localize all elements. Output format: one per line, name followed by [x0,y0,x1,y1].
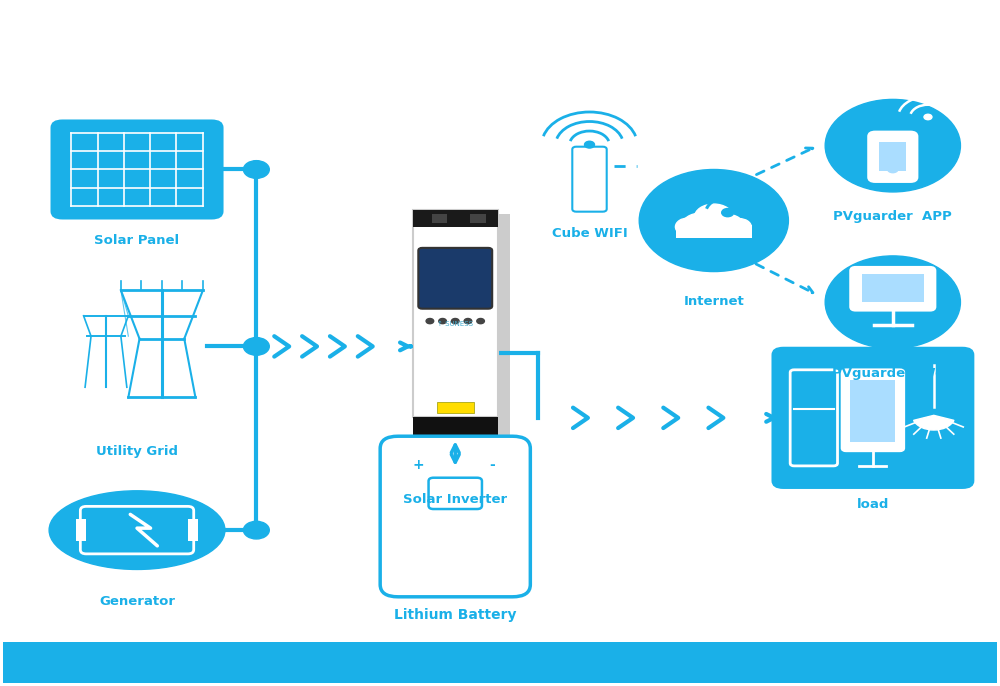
Circle shape [243,338,269,355]
FancyBboxPatch shape [51,119,224,220]
Bar [413,211,498,417]
Circle shape [451,318,459,324]
FancyBboxPatch shape [493,214,510,456]
Circle shape [243,521,269,539]
FancyBboxPatch shape [851,268,935,310]
Circle shape [727,219,751,235]
Text: Solar Panel: Solar Panel [94,234,180,247]
FancyBboxPatch shape [842,370,904,451]
FancyBboxPatch shape [429,477,482,509]
Circle shape [243,161,269,178]
Circle shape [825,256,960,348]
Circle shape [639,169,788,272]
FancyBboxPatch shape [868,132,917,182]
Circle shape [464,318,472,324]
Text: +: + [413,458,424,472]
Circle shape [825,99,960,192]
Bar [437,401,474,413]
Circle shape [712,215,743,236]
Bar [188,519,198,541]
FancyBboxPatch shape [418,248,492,309]
Circle shape [439,318,446,324]
Bar [470,215,486,224]
Ellipse shape [49,490,225,569]
Text: Solar Inverter: Solar Inverter [403,493,507,506]
Bar [879,142,906,171]
Bar [850,380,895,442]
Bar [76,519,86,541]
Circle shape [888,165,898,173]
FancyBboxPatch shape [771,346,974,489]
Text: Internet: Internet [683,296,744,309]
FancyBboxPatch shape [572,147,607,212]
Text: Utility Grid: Utility Grid [96,445,178,458]
Text: load: load [857,498,889,511]
Circle shape [675,218,701,236]
Text: PVguarder  Web: PVguarder Web [832,367,954,380]
Circle shape [722,209,734,217]
Circle shape [694,204,733,230]
Bar [413,417,498,462]
Circle shape [924,115,932,119]
Circle shape [682,213,718,237]
Text: Generator: Generator [99,595,175,608]
Bar [432,215,447,224]
Text: Lithium Battery: Lithium Battery [394,608,516,622]
Text: Cube WIFI: Cube WIFI [552,227,627,240]
Bar [862,274,924,302]
Text: -: - [489,458,495,472]
Circle shape [477,318,484,324]
FancyBboxPatch shape [380,436,530,597]
Bar [676,224,752,238]
Text: ↑ SUNESS: ↑ SUNESS [437,320,473,327]
Wedge shape [914,415,954,430]
Bar [3,642,997,683]
Circle shape [426,318,434,324]
Circle shape [585,141,594,148]
Bar [413,211,498,226]
Text: PVguarder  APP: PVguarder APP [833,211,952,224]
